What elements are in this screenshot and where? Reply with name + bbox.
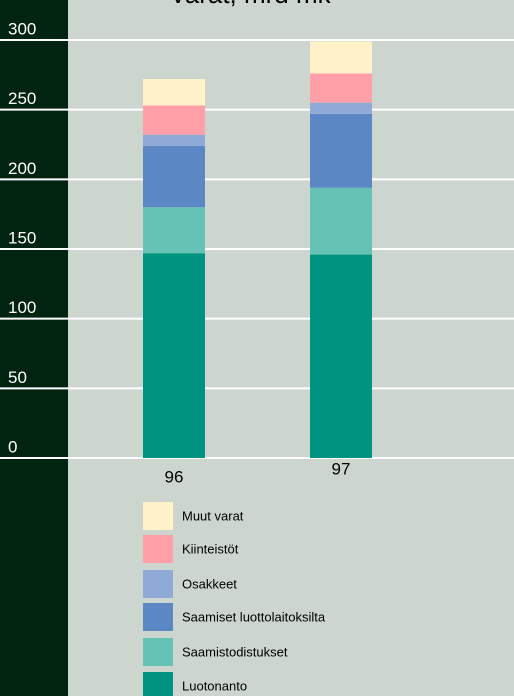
legend-swatch [143, 535, 173, 563]
legend-label: Muut varat [182, 508, 244, 523]
chart-title: Varat, mrd mk [169, 0, 331, 9]
axis-strip [0, 0, 68, 696]
bar-segment [143, 105, 205, 135]
legend-label: Osakkeet [182, 576, 237, 591]
legend-swatch [143, 570, 173, 598]
legend-swatch [143, 672, 173, 696]
y-tick-label: 0 [8, 437, 17, 456]
y-tick-label: 50 [8, 368, 27, 387]
bar-segment [310, 254, 372, 458]
x-tick-label: 97 [332, 459, 351, 478]
y-tick-label: 200 [8, 159, 36, 178]
bar-segment [310, 102, 372, 114]
bar-segment [310, 73, 372, 103]
legend-swatch [143, 502, 173, 530]
y-tick-label: 250 [8, 89, 36, 108]
y-tick-label: 300 [8, 19, 36, 38]
legend-swatch [143, 638, 173, 666]
legend-swatch [143, 603, 173, 631]
y-tick-label: 150 [8, 228, 36, 247]
y-tick-label: 100 [8, 298, 36, 317]
legend-label: Luotonanto [182, 678, 247, 693]
x-tick-label: 96 [165, 467, 184, 486]
bar-segment [143, 134, 205, 146]
bar-segment [143, 79, 205, 106]
bar-segment [310, 113, 372, 188]
bar-segment [143, 145, 205, 208]
bar-segment [143, 253, 205, 458]
legend-label: Kiinteistöt [182, 541, 239, 556]
bar-segment [310, 41, 372, 74]
legend-label: Saamiset luottolaitoksilta [182, 609, 326, 624]
legend-label: Saamistodistukset [182, 644, 288, 659]
bar-segment [310, 187, 372, 255]
bar-segment [143, 207, 205, 254]
